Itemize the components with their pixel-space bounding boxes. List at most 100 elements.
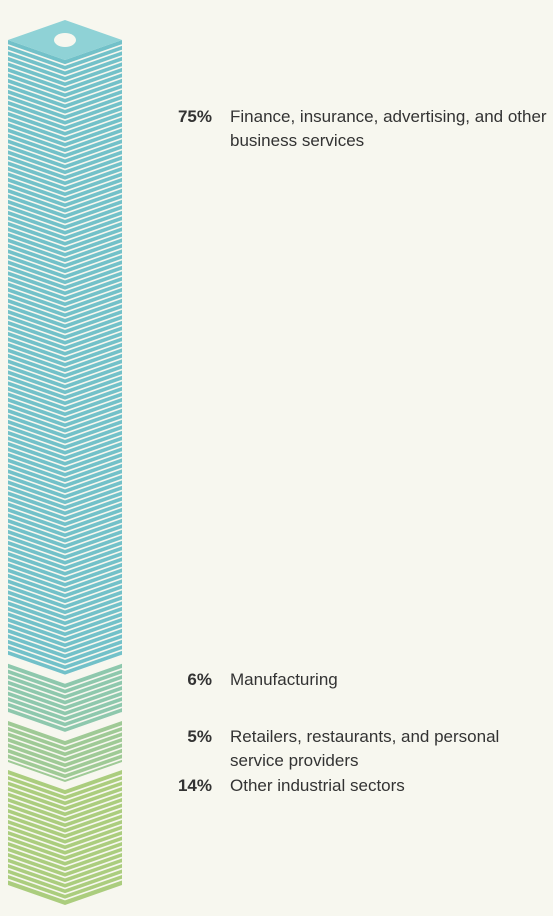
bill-edge (7, 192, 123, 215)
bill-edge (7, 818, 123, 840)
bill-edge (7, 374, 123, 396)
bill-edge (7, 115, 123, 138)
bill-edge (7, 368, 123, 391)
bill-edge (7, 649, 123, 671)
bill-edge (7, 264, 123, 286)
bill-edge (7, 187, 123, 209)
bill-edge (7, 126, 123, 149)
bill-edge (7, 170, 123, 193)
bill-edge (7, 418, 123, 440)
bill-edge (7, 137, 123, 160)
bill-edge (7, 346, 123, 369)
bill-edge (7, 209, 123, 231)
bill-edge (7, 840, 123, 862)
bill-edge (7, 88, 123, 110)
bill-edge (7, 396, 123, 418)
bill-edge (7, 176, 123, 198)
bill-edge (7, 500, 123, 523)
bill-edge (7, 214, 123, 237)
bill-edge (7, 341, 123, 363)
bill-edge (7, 517, 123, 539)
bill-edge (7, 93, 123, 116)
bill-edge (7, 121, 123, 143)
bill-edge (7, 561, 123, 583)
bill-edge (7, 566, 123, 589)
bill-edge (7, 689, 123, 712)
bill-edge (7, 357, 123, 380)
segment-label: 6% Manufacturing (150, 668, 550, 692)
bill-edge (7, 330, 123, 352)
bill-edge (7, 572, 123, 594)
bill-edge (7, 695, 123, 718)
bill-edge (7, 132, 123, 154)
bill-edge (7, 706, 123, 729)
bill-edge (7, 352, 123, 374)
bill-edge (7, 785, 123, 807)
bill-edge (7, 878, 123, 901)
bill-edge (7, 445, 123, 468)
bill-edge (7, 242, 123, 264)
bill-edge (7, 302, 123, 325)
bill-edge (7, 654, 123, 677)
bill-edge (7, 823, 123, 846)
bill-edge (7, 555, 123, 578)
bill-edge (7, 506, 123, 528)
bill-edge (7, 747, 123, 769)
bill-edge (7, 736, 123, 758)
bill-edge (7, 594, 123, 616)
bill-edge (7, 451, 123, 473)
bill-edge (7, 873, 123, 895)
bill-edge (7, 82, 123, 105)
bill-edge (7, 99, 123, 121)
bill-edge (7, 165, 123, 187)
bill-edge (7, 77, 123, 99)
bill-edge (7, 616, 123, 638)
bill-edge (7, 812, 123, 835)
bill-edge (7, 627, 123, 649)
bill-edge (7, 528, 123, 550)
bill-edge (7, 258, 123, 281)
segment-label: 75% Finance, insurance, advertising, and … (150, 105, 550, 153)
bill-edge (7, 324, 123, 347)
bill-edge (7, 269, 123, 292)
bill-edge (7, 834, 123, 857)
bill-edge (7, 544, 123, 567)
bill-edge (7, 473, 123, 495)
segment-label: 5% Retailers, restaurants, and personal s… (150, 725, 550, 773)
bill-edge (7, 236, 123, 259)
bill-edge (7, 423, 123, 446)
bill-edge (7, 673, 123, 696)
chart (7, 20, 123, 905)
bill-edge (7, 638, 123, 660)
bill-edge (7, 684, 123, 707)
bill-edge (7, 495, 123, 517)
bill-edge (7, 862, 123, 884)
bill-edge (7, 790, 123, 813)
bill-edge (7, 774, 123, 796)
bill-edge (7, 583, 123, 605)
bill-edge (7, 725, 123, 747)
bill-edge (7, 829, 123, 851)
bill-edge (7, 231, 123, 253)
bill-edge (7, 478, 123, 501)
bill-edge (7, 49, 123, 72)
bill-edge (7, 741, 123, 764)
bill-edge (7, 363, 123, 385)
category-label: Manufacturing (230, 669, 338, 689)
bill-edge (7, 621, 123, 644)
value-label: 14% (177, 776, 212, 796)
bill-edge (7, 577, 123, 600)
bill-edge (7, 203, 123, 226)
bill-edge (7, 390, 123, 413)
bill-edge (7, 752, 123, 775)
bill-edge (7, 291, 123, 314)
bill-edge (7, 440, 123, 462)
category-label: Retailers, restaurants, and personal ser… (230, 727, 500, 770)
bill-edge (7, 198, 123, 220)
bill-edge (7, 796, 123, 818)
bill-edge (7, 851, 123, 873)
bill-edge (7, 247, 123, 270)
bill-edge (7, 550, 123, 572)
bill-edge (7, 467, 123, 490)
bill-edge (7, 730, 123, 753)
